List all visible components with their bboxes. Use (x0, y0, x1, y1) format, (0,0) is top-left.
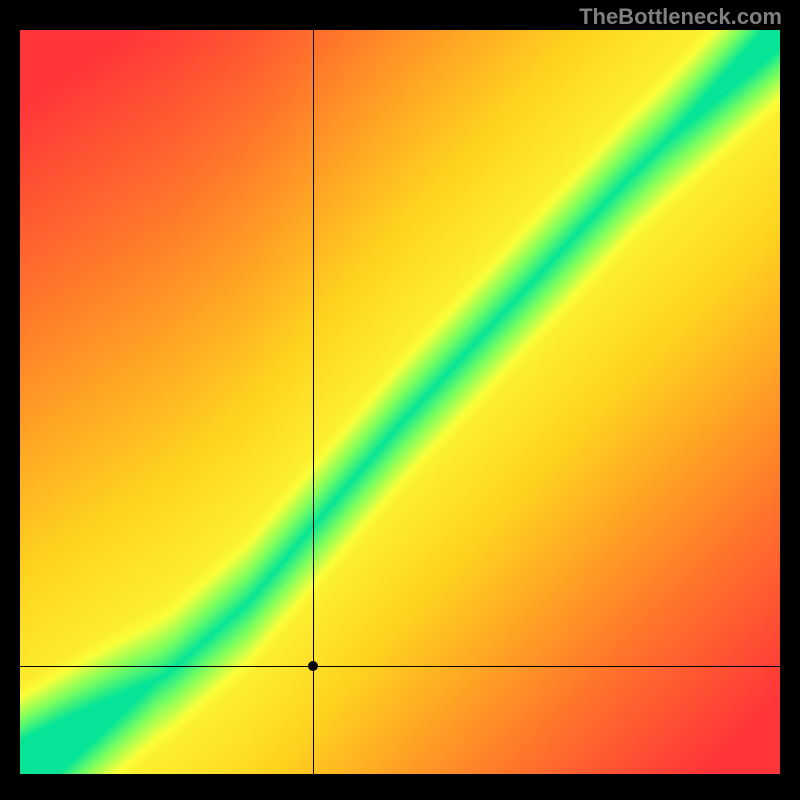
heatmap-canvas (20, 30, 780, 774)
watermark-text: TheBottleneck.com (0, 0, 800, 30)
selection-marker (308, 661, 318, 671)
chart-container (0, 30, 800, 800)
bottleneck-heatmap (20, 30, 780, 774)
crosshair-horizontal (20, 666, 780, 667)
